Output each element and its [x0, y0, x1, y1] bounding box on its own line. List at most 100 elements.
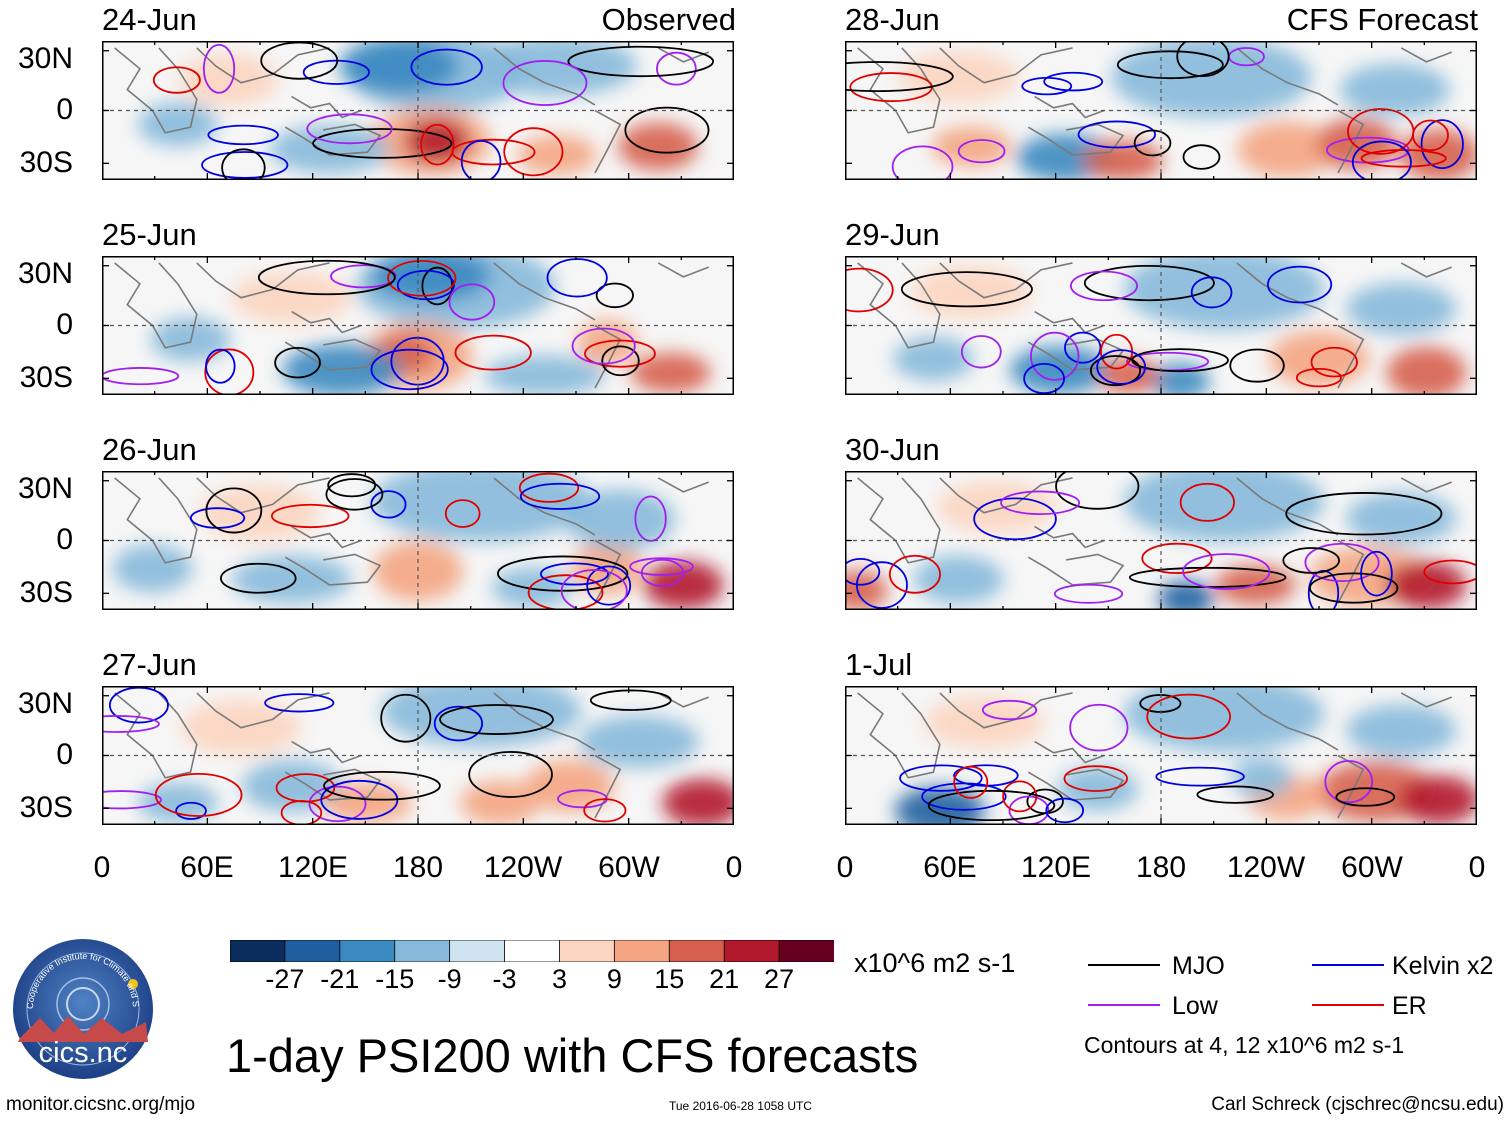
psi-anomaly-blob — [137, 102, 218, 147]
lon-label: 120E — [277, 851, 349, 884]
contour-line — [410, 48, 483, 86]
contour-line — [102, 367, 180, 386]
psi-anomaly-blob — [630, 352, 711, 393]
colorbar-tick: 21 — [709, 964, 740, 994]
panel-frame — [845, 686, 1477, 825]
contour-line — [1285, 492, 1443, 536]
contour-line — [327, 473, 377, 498]
lon-label: 0 — [93, 851, 111, 884]
coastline — [493, 47, 596, 106]
contour-line — [629, 557, 694, 576]
generated-timestamp: Tue 2016-06-28 1058 UTC — [669, 1099, 812, 1113]
contour-line — [502, 60, 588, 106]
coastline — [291, 310, 362, 334]
psi-anomaly-blob — [231, 271, 352, 324]
contour-line — [205, 348, 236, 384]
contour-line — [1360, 149, 1447, 168]
psi-anomaly-blob — [1316, 117, 1397, 170]
colorbar-swatch — [394, 940, 451, 962]
psi-anomaly-blob — [524, 760, 615, 813]
panel-date-27-jun: 27-Jun — [102, 647, 197, 682]
contour-line — [102, 715, 160, 733]
contour-line — [1021, 76, 1073, 96]
contour-line — [102, 790, 163, 810]
lat-label-30s: 30S — [19, 791, 73, 824]
coastline — [1034, 310, 1105, 334]
contour-line — [1310, 346, 1358, 378]
panel-date-28-jun: 28-Jun — [845, 2, 940, 37]
psi-anomaly-blob — [893, 336, 974, 381]
panel-date-1-jul: 1-Jul — [845, 647, 913, 682]
lat-label-eq: 0 — [56, 93, 73, 126]
coastline — [284, 338, 382, 371]
psi-anomaly-blob — [1346, 282, 1457, 335]
coastline — [594, 109, 622, 174]
panel-frame — [102, 256, 734, 395]
cics-nc-logo: Cooperative Institute for Climate and Sa… — [12, 938, 153, 1079]
colorbar — [230, 940, 834, 962]
contour-line — [1155, 766, 1245, 787]
panel-frame — [102, 686, 734, 825]
contour-line — [845, 557, 881, 586]
psi-anomaly-blob — [662, 778, 734, 825]
map-panel-27-jun — [102, 686, 734, 825]
coastline — [857, 692, 941, 779]
contour-line — [1023, 362, 1065, 395]
contour-line — [1182, 553, 1271, 590]
contour-line — [1295, 367, 1342, 388]
lat-label-30n: 30N — [17, 687, 73, 720]
psi-anomaly-blob — [913, 555, 1004, 604]
contour-line — [1116, 50, 1224, 80]
contour-line — [518, 472, 580, 503]
panel-date-26-jun: 26-Jun — [102, 432, 197, 467]
figure-title: 1-day PSI200 with CFS forecasts — [226, 1029, 919, 1082]
contour-line — [439, 704, 554, 735]
psi-anomaly-blob — [1386, 346, 1467, 395]
lon-label: 60W — [598, 851, 660, 884]
contour-line — [1069, 703, 1129, 752]
contour-line — [567, 45, 715, 78]
colorbar-tick: -15 — [375, 964, 415, 994]
colorbar-tick: 3 — [551, 964, 567, 994]
lon-label: 60E — [180, 851, 234, 884]
contour-line — [953, 765, 989, 799]
contour-line — [899, 764, 983, 792]
contour-line — [1139, 694, 1182, 713]
coastline — [857, 477, 941, 564]
contour-line — [845, 267, 894, 313]
psi-anomaly-blob — [231, 555, 352, 604]
colorbar-swatch — [668, 940, 726, 962]
coastline — [657, 692, 710, 708]
contour-line — [1053, 583, 1124, 604]
contour-line — [900, 271, 1033, 308]
coastline — [284, 553, 382, 586]
coastline — [1236, 692, 1339, 751]
contour-line — [1182, 144, 1221, 170]
contour-line — [201, 151, 289, 179]
contour-line — [264, 693, 335, 713]
coastline — [196, 47, 330, 84]
contour-line — [1420, 119, 1464, 169]
colorbar-tick: -9 — [437, 964, 462, 994]
coastline — [1400, 262, 1453, 278]
psi-anomaly-blob — [1269, 330, 1369, 387]
contour-line — [420, 123, 455, 166]
contour-line — [586, 565, 632, 606]
psi-anomaly-blob — [1237, 121, 1338, 178]
colorbar-tick: 9 — [606, 964, 622, 994]
contour-line — [221, 148, 266, 180]
psi-anomaly-blob — [1057, 766, 1138, 811]
colorbar-swatch — [449, 940, 506, 962]
coastline — [493, 477, 596, 536]
psi-anomaly-blob — [477, 41, 638, 97]
contour-line — [205, 487, 263, 534]
coastline — [857, 47, 941, 134]
colorbar-swatch — [284, 940, 341, 962]
contour-line — [154, 772, 243, 817]
panel-frame — [102, 471, 734, 610]
psi-anomaly-blob — [1346, 704, 1457, 757]
contour-line — [175, 801, 207, 820]
psi-anomaly-blob — [178, 53, 279, 106]
psi-anomaly-blob — [1232, 757, 1293, 798]
colorbar-tick: 15 — [654, 964, 685, 994]
